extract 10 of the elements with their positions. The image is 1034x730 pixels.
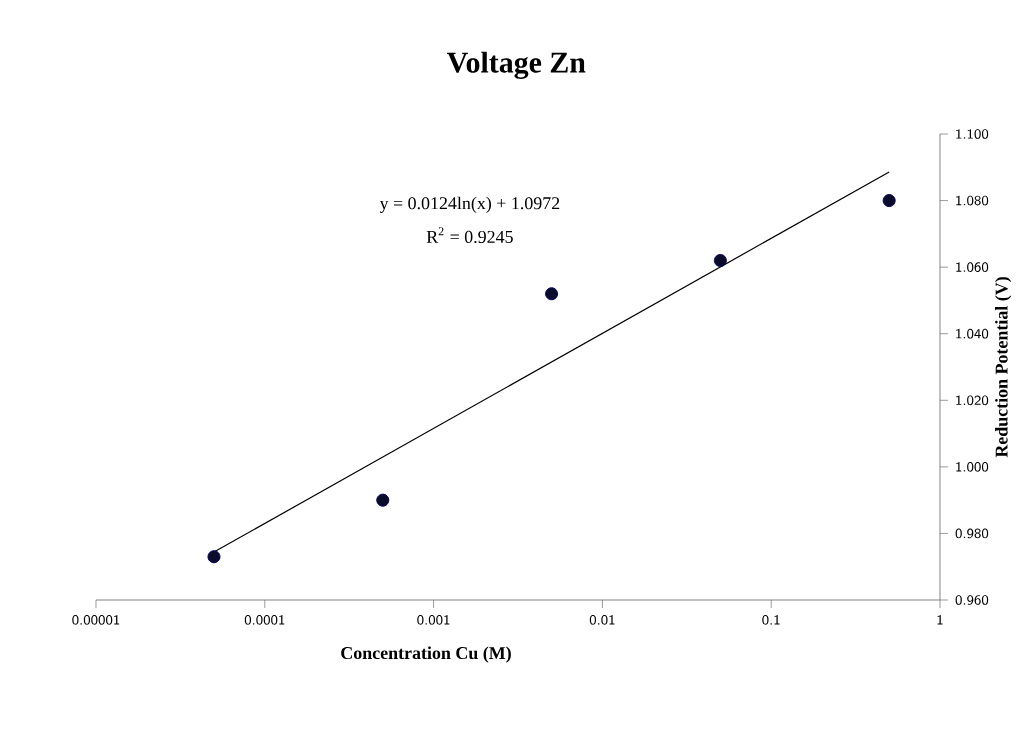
y-axis-title: Reduction Potential (V) [995,277,1012,458]
point [713,253,727,267]
annotation: R$^{2}$ = 0.9245 [426,227,513,244]
point [545,287,559,301]
x-axis-title: Concentration Cu (M) [341,646,511,663]
point [376,493,390,507]
chart-title: Voltage Zn [447,51,586,79]
point [882,194,896,208]
annotation: y = 0.0124ln(x) + 1.0972 [379,196,560,213]
point [207,550,221,564]
